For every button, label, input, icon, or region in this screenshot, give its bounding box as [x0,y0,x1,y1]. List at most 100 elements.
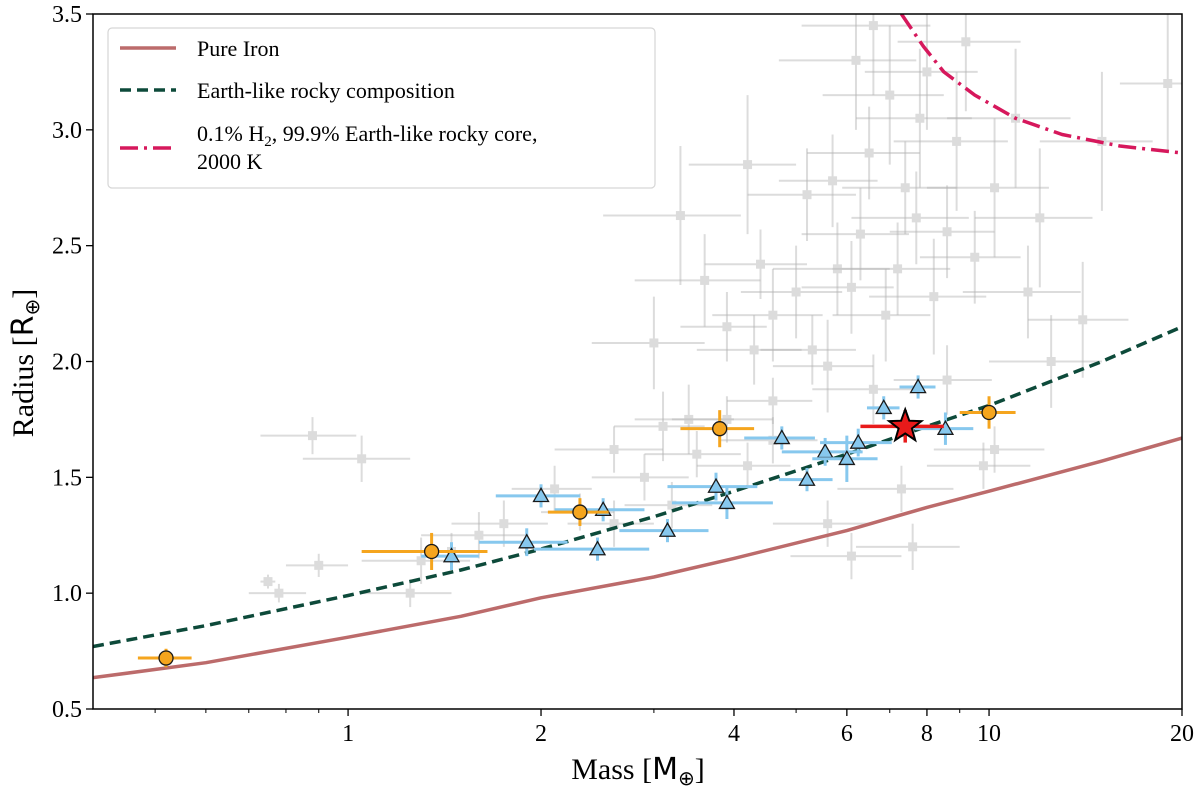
background-planet-marker [667,500,677,510]
background-planet-marker [791,287,801,297]
background-planet [832,222,951,316]
sample-b-planet [914,412,974,445]
background-planet [926,442,1031,489]
y-tick-label: 3.5 [52,2,82,28]
background-planet [974,148,1093,288]
tick-labels: 0.5 1.0 1.5 2.0 2.5 3.0 3.5 1 2 4 6 8 10 20 [52,2,1194,747]
sample-b-marker [707,477,725,493]
x-tick-label: 6 [841,721,853,747]
background-planet [889,185,995,279]
background-planet [248,583,307,603]
sample-b-marker [849,433,867,449]
background-planet-marker [768,310,778,320]
background-planet-marker [1078,315,1088,325]
sample-b-planet [899,375,936,399]
background-planet-marker [868,21,878,31]
background-planet [719,417,818,464]
sample-b-marker [875,399,893,415]
legend-box [107,27,656,189]
legend-label-h2-envelope: 0.1% H2, 99.9% Earth-like rocky core, [197,121,537,150]
sample-a-marker [158,650,174,666]
earth-like-curve [93,325,1182,649]
background-planet [696,315,802,385]
background-planet-marker [929,292,939,302]
background-planet-marker [722,322,732,332]
background-planet-marker [684,414,694,424]
x-tick-label: 1 [342,721,354,747]
background-planet [893,345,992,415]
background-planet [603,146,741,286]
background-planet [680,292,767,362]
background-planet-marker [961,37,971,47]
background-planet-marker [1023,287,1033,297]
background-planet [855,48,972,188]
background-planet-marker [807,345,817,355]
background-planet-marker [908,542,918,552]
background-planet-marker [639,472,649,482]
x-axis-label: Mass [M⊕] [571,752,705,789]
background-planet [842,141,957,235]
sample-b-triangles [421,375,974,570]
background-planet [451,500,548,547]
background-planet-marker [896,484,906,494]
background-planet [807,106,920,200]
background-planet [837,465,954,513]
background-planet [822,25,944,165]
x-tick-label: 4 [728,721,740,747]
background-planet [801,241,894,334]
background-planet-marker [881,310,891,320]
y-tick-label: 0.5 [52,697,82,723]
sample-a-planet [137,648,192,668]
background-planet-marker [952,136,962,146]
x-tick-label: 20 [1170,721,1194,747]
background-planet-marker [832,264,842,274]
background-planet-marker [416,556,426,566]
sample-a-planet [959,396,1016,429]
background-planet [260,574,276,589]
background-planet-marker [990,183,1000,193]
sample-b-planet [667,472,758,501]
sample-b-planet [778,468,833,492]
background-planet-marker [550,484,560,494]
background-planet-marker [855,229,865,239]
background-planet [726,377,813,425]
background-planet-marker [1035,213,1045,223]
sample-b-marker [518,533,536,549]
background-planet-marker [978,461,988,471]
background-planet [634,384,734,455]
background-planet-marker [846,282,856,292]
background-planet [740,245,843,339]
background-planet-marker [911,213,921,223]
x-tick-label: 8 [921,721,933,747]
sample-a-planet [547,498,609,526]
background-planet [704,229,808,299]
background-planet-marker [846,551,856,561]
background-planet-marker [864,148,874,158]
background-planet [634,234,761,327]
background-planet [1119,14,1182,153]
legend-label-pure-iron: Pure Iron [197,36,279,61]
sample-a-marker [712,421,728,437]
background-planet [567,500,654,547]
sample-b-marker [909,378,927,394]
axes [86,13,1183,716]
legend-label-earth-like: Earth-like rocky composition [197,78,455,103]
background-planet-marker [915,113,925,123]
background-planet [302,435,411,482]
background-planet-marker [274,588,284,598]
sample-a-circles [137,396,1016,668]
y-axis-label: Radius [R⊕] [6,289,44,437]
background-planet-marker [868,384,878,394]
background-planet [361,579,452,608]
background-planet [893,71,1008,211]
sample-a-marker [423,543,440,560]
sample-b-planet [744,426,815,450]
background-planet [772,222,890,316]
background-planet-marker [609,445,619,455]
background-planet [933,426,1045,473]
background-planet-marker [1046,357,1056,366]
background-planet [285,553,349,577]
background-planet [614,391,705,462]
background-planet-marker [768,396,778,406]
